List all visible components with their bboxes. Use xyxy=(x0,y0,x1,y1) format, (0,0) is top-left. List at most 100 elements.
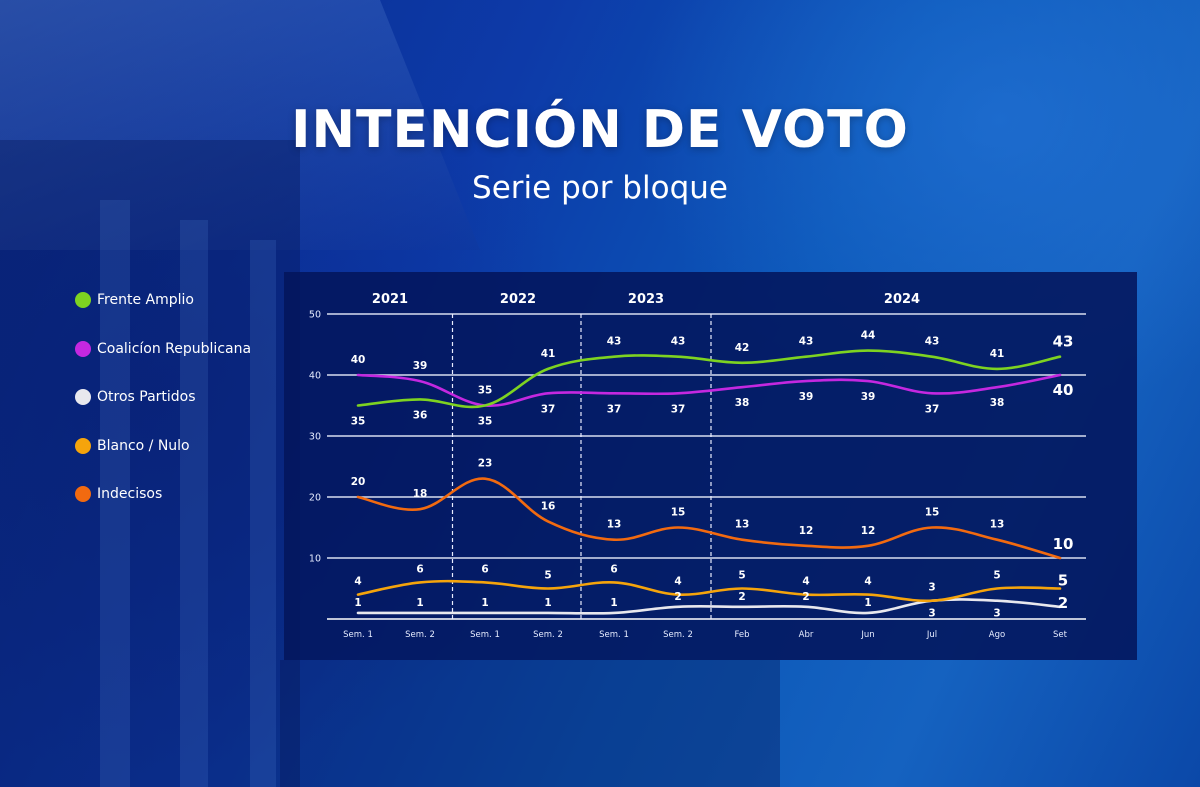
data-label: 2 xyxy=(802,591,809,603)
data-label: 3 xyxy=(993,608,1000,620)
legend-item-frente-amplio: Frente Amplio xyxy=(75,288,285,312)
data-label-final: 40 xyxy=(1053,381,1074,399)
legend-dot-icon xyxy=(75,292,91,308)
data-label-final: 2 xyxy=(1058,594,1068,612)
legend-dot-icon xyxy=(75,437,91,454)
data-label: 13 xyxy=(990,519,1005,531)
data-label: 20 xyxy=(351,476,366,488)
data-label: 4 xyxy=(864,576,871,588)
data-label: 39 xyxy=(799,391,814,403)
y-tick-label: 30 xyxy=(309,432,321,443)
year-label: 2023 xyxy=(628,292,664,307)
data-label: 6 xyxy=(610,563,617,575)
data-label: 3 xyxy=(928,608,935,620)
x-tick-label: Jun xyxy=(860,630,874,640)
data-label: 1 xyxy=(610,597,617,609)
series-line-coalicion-republicana xyxy=(356,373,1062,408)
page-subtitle: Serie por bloque xyxy=(472,170,728,206)
data-label: 13 xyxy=(735,519,750,531)
data-label: 39 xyxy=(861,391,876,403)
data-label: 23 xyxy=(478,458,493,470)
data-label: 1 xyxy=(864,597,871,609)
data-label: 12 xyxy=(861,525,876,537)
x-tick-label: Ago xyxy=(989,630,1005,640)
data-label: 40 xyxy=(351,354,366,366)
legend-dot-icon xyxy=(75,389,91,405)
background-column xyxy=(250,240,276,787)
legend-label: Otros Partidos xyxy=(97,389,196,405)
legend-item-otros-partidos: Otros Partidos xyxy=(75,385,285,409)
legend-label: Frente Amplio xyxy=(97,292,194,308)
series-line-frente-amplio xyxy=(356,349,1062,409)
legend-item-coalicion-republicana: Coalicíon Republicana xyxy=(75,337,285,361)
data-label: 43 xyxy=(607,336,622,348)
x-tick-label: Feb xyxy=(734,630,749,640)
legend-dot-icon xyxy=(75,486,91,502)
data-label: 41 xyxy=(990,348,1005,360)
x-tick-label: Sem. 2 xyxy=(405,630,435,640)
data-label: 43 xyxy=(925,336,940,348)
data-label: 35 xyxy=(478,385,493,397)
data-label: 12 xyxy=(799,525,814,537)
data-label: 37 xyxy=(925,403,940,415)
x-tick-label: Sem. 2 xyxy=(663,630,693,640)
y-tick-label: 50 xyxy=(309,310,321,321)
data-label: 37 xyxy=(671,403,686,415)
data-label: 43 xyxy=(671,336,686,348)
data-label: 5 xyxy=(993,570,1000,582)
data-label: 44 xyxy=(861,330,876,342)
page-title: INTENCIÓN DE VOTO xyxy=(291,100,909,160)
x-tick-label: Jul xyxy=(926,630,937,640)
data-label: 37 xyxy=(607,403,622,415)
data-label: 38 xyxy=(990,397,1005,409)
legend-label: Blanco / Nulo xyxy=(97,437,190,454)
data-label: 4 xyxy=(802,576,809,588)
x-tick-label: Sem. 1 xyxy=(343,630,373,640)
x-tick-label: Abr xyxy=(799,630,814,640)
data-label: 15 xyxy=(671,507,686,519)
legend-dot-icon xyxy=(75,340,91,357)
data-label: 38 xyxy=(735,397,750,409)
y-tick-label: 40 xyxy=(309,371,321,382)
x-tick-label: Sem. 1 xyxy=(599,630,629,640)
data-label: 41 xyxy=(541,348,556,360)
series-line-blanco-nulo xyxy=(356,579,1062,603)
data-label: 6 xyxy=(416,563,423,575)
series-line-indecisos xyxy=(356,477,1062,560)
data-label: 1 xyxy=(481,597,488,609)
chart-legend: Frente Amplio Coalicíon Republicana Otro… xyxy=(75,288,285,531)
legend-label: Coalicíon Republicana xyxy=(97,340,252,357)
data-label: 4 xyxy=(354,576,361,588)
legend-label: Indecisos xyxy=(97,486,163,502)
data-label: 36 xyxy=(413,409,428,421)
series-line-otros-partidos xyxy=(356,598,1062,615)
legend-item-indecisos: Indecisos xyxy=(75,482,285,506)
background-building xyxy=(0,140,300,787)
data-label: 1 xyxy=(354,597,361,609)
data-label-final: 5 xyxy=(1058,572,1068,590)
data-label: 37 xyxy=(541,403,556,415)
data-label: 1 xyxy=(416,597,423,609)
data-label: 39 xyxy=(413,360,428,372)
data-label: 16 xyxy=(541,500,556,512)
data-label: 1 xyxy=(544,597,551,609)
x-tick-label: Sem. 1 xyxy=(470,630,500,640)
data-label: 5 xyxy=(738,570,745,582)
data-label-final: 10 xyxy=(1053,535,1074,553)
data-label: 6 xyxy=(481,563,488,575)
data-label: 42 xyxy=(735,342,750,354)
background-building-base xyxy=(280,660,780,787)
data-label: 3 xyxy=(928,582,935,594)
data-label: 2 xyxy=(674,591,681,603)
data-label: 43 xyxy=(799,336,814,348)
data-label: 13 xyxy=(607,519,622,531)
data-label: 35 xyxy=(478,416,493,428)
data-label: 4 xyxy=(674,576,681,588)
data-label-final: 43 xyxy=(1053,333,1074,351)
x-tick-label: Set xyxy=(1053,630,1068,640)
background-column xyxy=(100,200,130,787)
data-label: 5 xyxy=(544,570,551,582)
background-column xyxy=(180,220,208,787)
data-label: 15 xyxy=(925,507,940,519)
